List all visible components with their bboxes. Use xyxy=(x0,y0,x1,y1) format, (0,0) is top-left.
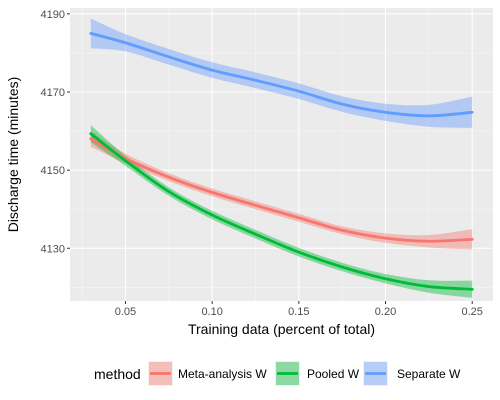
legend: method Meta-analysis W Pooled W Separate W xyxy=(94,361,461,386)
x-tick-label: 0.10 xyxy=(201,306,222,318)
series-lines xyxy=(89,31,474,291)
legend-item: Separate W xyxy=(363,361,461,386)
series-line xyxy=(89,31,474,118)
x-axis-title: Training data (percent of total) xyxy=(188,321,375,337)
x-tick-label: 0.25 xyxy=(461,306,482,318)
y-tick-label: 4150 xyxy=(41,165,65,177)
grid-minor xyxy=(70,8,493,301)
panel-background xyxy=(70,8,493,301)
y-tick-label: 4170 xyxy=(41,87,65,99)
x-tick-label: 0.20 xyxy=(375,306,396,318)
series-line xyxy=(89,132,474,291)
y-tick-label: 4190 xyxy=(41,9,65,21)
legend-label: Pooled W xyxy=(307,367,360,381)
legend-label: Meta-analysis W xyxy=(178,367,267,381)
y-axis-title: Discharge time (minutes) xyxy=(5,77,21,233)
x-tick-label: 0.15 xyxy=(288,306,309,318)
confidence-band xyxy=(90,125,473,298)
y-axis-ticks: 4130 4150 4170 4190 xyxy=(41,9,70,255)
legend-item: Meta-analysis W xyxy=(148,361,267,386)
series-line xyxy=(89,137,474,243)
confidence-band xyxy=(90,131,473,250)
legend-label: Separate W xyxy=(397,367,461,381)
x-axis-ticks: 0.05 0.10 0.15 0.20 0.25 xyxy=(115,301,483,318)
grid-major xyxy=(70,8,493,301)
legend-item: Pooled W xyxy=(275,361,360,386)
legend-title: method xyxy=(94,366,141,382)
y-tick-label: 4130 xyxy=(41,243,65,255)
x-tick-label: 0.05 xyxy=(115,306,136,318)
